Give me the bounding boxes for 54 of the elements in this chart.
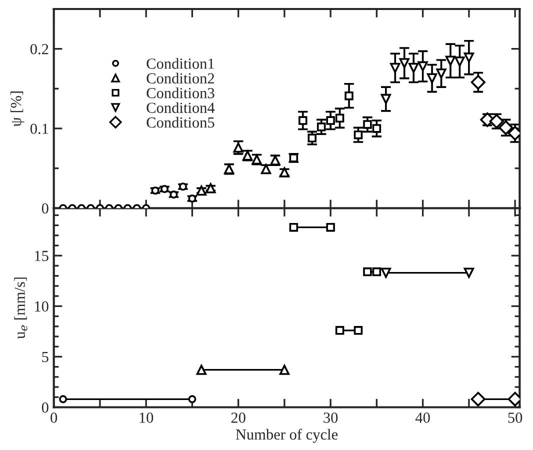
y-tick-label: 15	[35, 250, 48, 262]
point	[363, 120, 372, 129]
point	[344, 91, 354, 100]
point	[426, 73, 438, 84]
legend-label: Condition5	[146, 116, 214, 128]
y-tick-label: 0	[42, 203, 48, 214]
x-tick-label: 30	[324, 412, 338, 423]
point	[380, 94, 391, 104]
point	[380, 268, 391, 278]
y-axis-title: u$_{e}$ [mm/s]	[14, 278, 28, 339]
point	[418, 61, 428, 72]
x-tick-label: 0	[50, 412, 58, 423]
point	[308, 134, 316, 142]
legend-label: Condition4	[146, 102, 215, 113]
point	[354, 326, 363, 335]
y-axis-title: ψ [%]	[10, 92, 24, 127]
point	[335, 114, 344, 122]
point	[372, 267, 382, 276]
point	[326, 222, 335, 232]
point	[464, 52, 474, 63]
point	[470, 392, 486, 406]
y-tick-label: 0	[42, 402, 48, 413]
legend-label: Condition2	[146, 72, 214, 84]
point	[363, 267, 372, 276]
point	[335, 326, 344, 335]
x-tick-label: 20	[231, 412, 246, 423]
point	[298, 116, 308, 125]
point	[326, 116, 335, 125]
point	[316, 122, 326, 132]
point	[464, 268, 474, 278]
x-tick-label: 40	[415, 412, 430, 423]
point	[59, 395, 68, 404]
legend-label: Condition1	[146, 58, 214, 69]
point	[279, 364, 290, 375]
y-tick-label: 5	[42, 352, 48, 362]
point	[372, 124, 382, 133]
point	[470, 74, 486, 90]
point	[289, 222, 298, 232]
x-tick-label: 50	[508, 412, 522, 423]
y-tick-label: 0.1	[30, 124, 48, 134]
point	[445, 56, 456, 66]
point	[188, 395, 196, 404]
point	[399, 58, 410, 68]
y-tick-label: 0.2	[30, 44, 48, 54]
point	[408, 62, 419, 74]
y-tick-label: 10	[35, 301, 48, 312]
legend-label: Condition3	[146, 88, 214, 98]
point	[196, 364, 206, 375]
point	[436, 68, 446, 79]
x-axis-title: Number of cycle	[236, 428, 338, 443]
point	[390, 62, 400, 74]
point	[354, 130, 363, 140]
x-tick-label: 10	[140, 412, 154, 423]
point	[454, 56, 465, 67]
